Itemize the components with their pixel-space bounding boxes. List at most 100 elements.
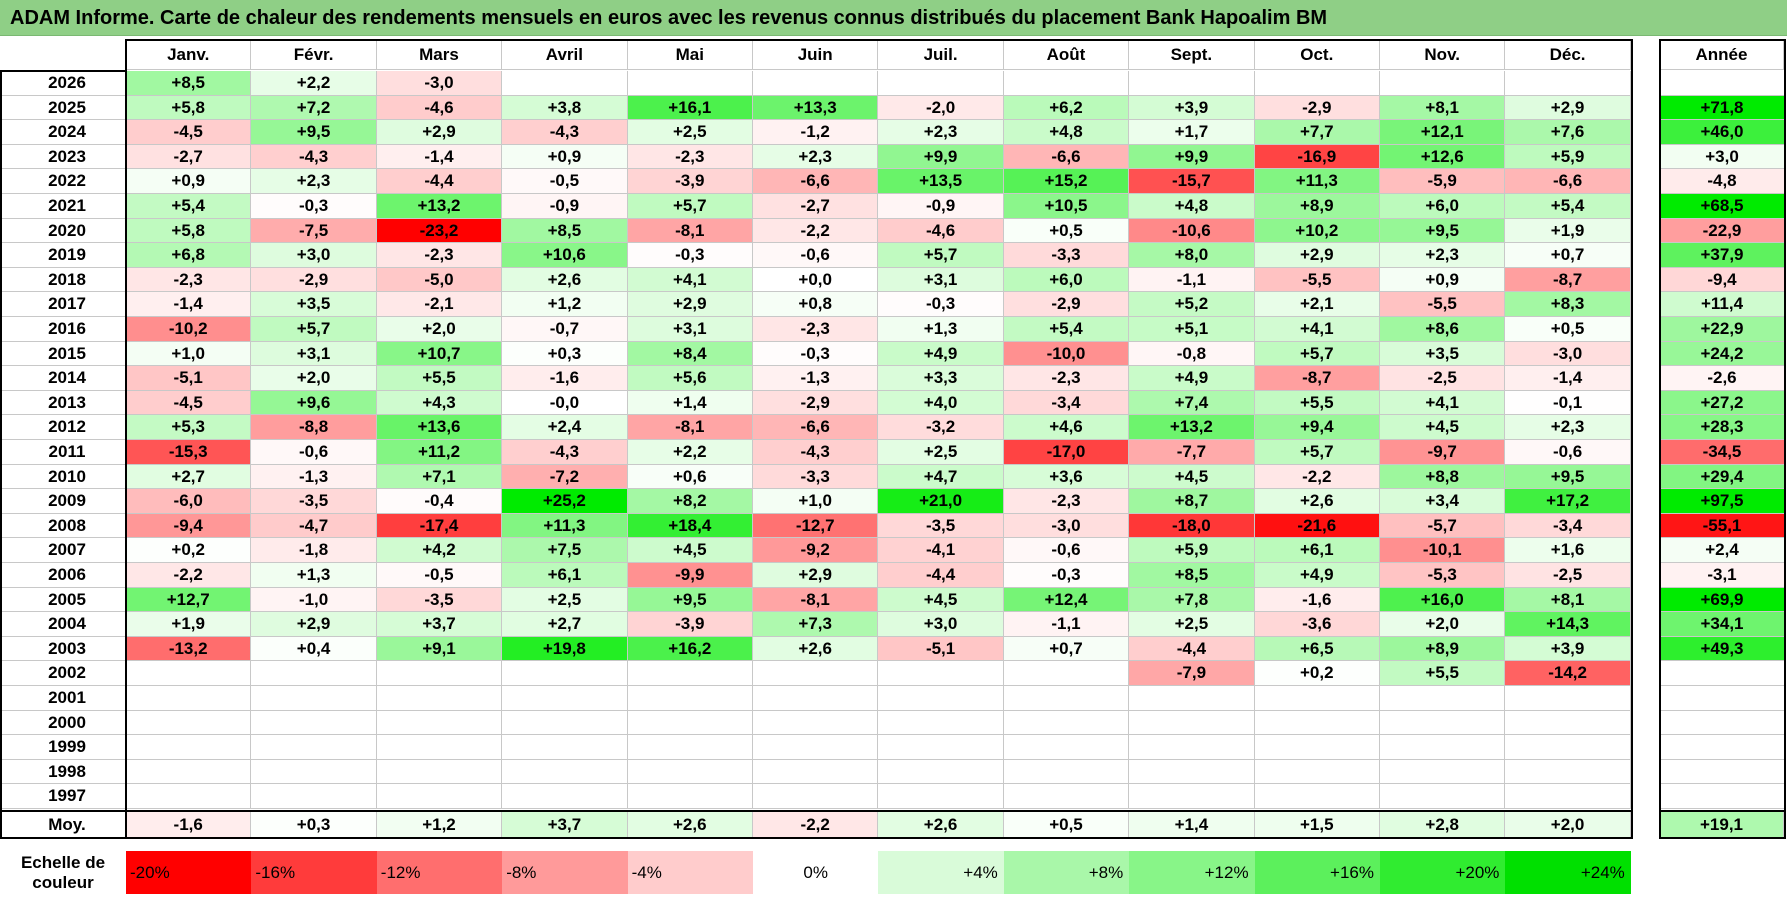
heatmap-cell: +0,5	[1505, 317, 1631, 342]
heatmap-cell: -9,9	[627, 563, 753, 588]
heatmap-cell	[878, 784, 1004, 809]
heatmap-cell: +16,2	[627, 636, 753, 662]
heatmap-cell	[1129, 735, 1255, 760]
heatmap-cell: -6,6	[753, 415, 879, 440]
heatmap-cell: +13,3	[753, 95, 879, 121]
year-total-cell: -2,6	[1660, 366, 1784, 391]
year-total-cell: +24,2	[1660, 341, 1784, 367]
heatmap-cell	[753, 784, 879, 809]
year-label: 2022	[0, 169, 126, 194]
heatmap-cell: -5,5	[1254, 267, 1380, 293]
heatmap-cell	[1505, 759, 1631, 785]
year-label: 2012	[0, 415, 126, 440]
heatmap-cell	[878, 71, 1004, 96]
heatmap-cell: -15,7	[1129, 169, 1255, 194]
heatmap-cell	[376, 686, 503, 711]
heatmap-cell: -2,3	[753, 317, 879, 342]
heatmap-cell: -8,7	[1254, 366, 1380, 391]
heatmap-cell: -2,0	[878, 95, 1004, 121]
heatmap-cell: -12,7	[753, 513, 879, 539]
heatmap-cell: +8,0	[1129, 243, 1255, 268]
heatmap-cell: +1,9	[126, 612, 252, 637]
color-scale-swatch: +8%	[1003, 851, 1130, 894]
heatmap-cell: +3,1	[251, 341, 377, 367]
heatmap-cell	[1254, 686, 1380, 711]
heatmap-cell: +6,2	[1003, 95, 1130, 121]
year-label: 2016	[0, 317, 126, 342]
heatmap-cell: -0,9	[878, 194, 1004, 219]
heatmap-cell: +8,6	[1380, 317, 1506, 342]
month-header: Nov.	[1380, 40, 1506, 70]
heatmap-cell: -21,6	[1254, 513, 1380, 539]
heatmap-cell: -3,3	[753, 464, 879, 490]
heatmap-cell: +4,1	[1380, 390, 1506, 416]
heatmap-cell: -4,3	[502, 440, 628, 465]
heatmap-cell: +12,7	[126, 587, 252, 613]
heatmap-cell	[502, 661, 628, 686]
heatmap-cell	[376, 759, 503, 785]
heatmap-cell: +0,9	[126, 169, 252, 194]
heatmap-cell: +4,5	[1380, 415, 1506, 440]
heatmap-cell: +17,2	[1505, 489, 1631, 514]
heatmap-cell: +8,5	[1129, 563, 1255, 588]
heatmap-cell: +5,7	[1254, 341, 1380, 367]
year-label: 2006	[0, 563, 126, 588]
heatmap-cell: +4,7	[878, 464, 1004, 490]
heatmap-cell: +1,3	[878, 317, 1004, 342]
heatmap-cell	[1129, 686, 1255, 711]
heatmap-cell: +0,9	[1380, 267, 1506, 293]
heatmap-cell	[502, 686, 628, 711]
heatmap-cell	[753, 686, 879, 711]
heatmap-cell	[1505, 710, 1631, 736]
heatmap-cell: +2,9	[627, 292, 753, 317]
heatmap-cell: -3,6	[1254, 612, 1380, 637]
heatmap-cell: -2,3	[376, 243, 503, 268]
heatmap-cell	[878, 759, 1004, 785]
heatmap-cell: +4,5	[627, 538, 753, 563]
heatmap-cell: -0,6	[1003, 538, 1130, 563]
heatmap-cell: +7,8	[1129, 587, 1255, 613]
heatmap-cell: +0,6	[627, 464, 753, 490]
heatmap-cell: -3,9	[627, 169, 753, 194]
year-total-cell: +97,5	[1660, 489, 1784, 514]
year-label: 1997	[0, 784, 126, 809]
heatmap-cell: +8,4	[627, 341, 753, 367]
heatmap-cell: +11,2	[376, 440, 503, 465]
heatmap-cell	[251, 686, 377, 711]
year-label: 2004	[0, 612, 126, 637]
heatmap-cell: -4,1	[878, 538, 1004, 563]
heatmap-cell: -10,2	[126, 317, 252, 342]
heatmap-cell: +8,9	[1380, 636, 1506, 662]
year-total-cell	[1660, 735, 1784, 760]
month-header: Mai	[627, 40, 753, 70]
heatmap-cell: -8,1	[753, 587, 879, 613]
heatmap-cell: +2,3	[753, 144, 879, 170]
heatmap-cell: -0,4	[376, 489, 503, 514]
heatmap-cell: -1,3	[753, 366, 879, 391]
heatmap-cell: +2,9	[251, 612, 377, 637]
heatmap-cell	[502, 759, 628, 785]
year-label: 2017	[0, 292, 126, 317]
heatmap-cell: -0,6	[251, 440, 377, 465]
month-header: Oct.	[1254, 40, 1380, 70]
year-total-cell: -3,1	[1660, 563, 1784, 588]
heatmap-cell: -14,2	[1505, 661, 1631, 686]
heatmap-cell	[1129, 71, 1255, 96]
year-label: 2003	[0, 636, 126, 662]
heatmap-cell: -4,5	[126, 390, 252, 416]
heatmap-cell: +1,7	[1129, 120, 1255, 145]
heatmap-cell: -0,5	[376, 563, 503, 588]
heatmap-cell	[251, 735, 377, 760]
heatmap-cell: +9,5	[1380, 218, 1506, 244]
month-header: Avril	[502, 40, 628, 70]
heatmap-cell: -2,3	[1003, 366, 1130, 391]
heatmap-cell: +3,1	[878, 267, 1004, 293]
heatmap-cell	[753, 735, 879, 760]
heatmap-cell: -2,5	[1380, 366, 1506, 391]
year-label: 2000	[0, 710, 126, 736]
heatmap-cell: -0,7	[502, 317, 628, 342]
heatmap-cell: +2,9	[1254, 243, 1380, 268]
heatmap-cell: -0,6	[753, 243, 879, 268]
heatmap-cell	[753, 661, 879, 686]
color-scale-swatch: +24%	[1505, 851, 1631, 894]
